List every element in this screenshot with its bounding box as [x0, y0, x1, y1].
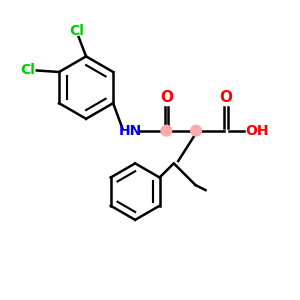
Circle shape — [161, 125, 172, 136]
Text: Cl: Cl — [70, 24, 85, 38]
Text: Cl: Cl — [20, 64, 35, 77]
Text: OH: OH — [245, 124, 269, 138]
Circle shape — [191, 125, 201, 136]
Text: O: O — [160, 90, 173, 105]
Text: HN: HN — [119, 124, 142, 138]
Text: O: O — [219, 90, 232, 105]
